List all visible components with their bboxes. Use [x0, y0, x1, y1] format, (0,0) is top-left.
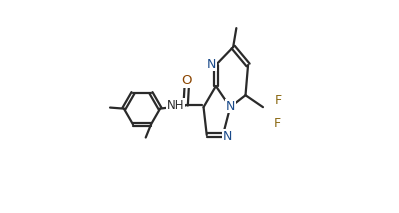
- Text: N: N: [226, 99, 235, 113]
- Text: N: N: [207, 58, 216, 71]
- Text: N: N: [223, 130, 232, 143]
- Text: F: F: [274, 117, 281, 130]
- Text: O: O: [182, 74, 192, 88]
- Text: F: F: [275, 94, 282, 107]
- Text: NH: NH: [167, 99, 184, 112]
